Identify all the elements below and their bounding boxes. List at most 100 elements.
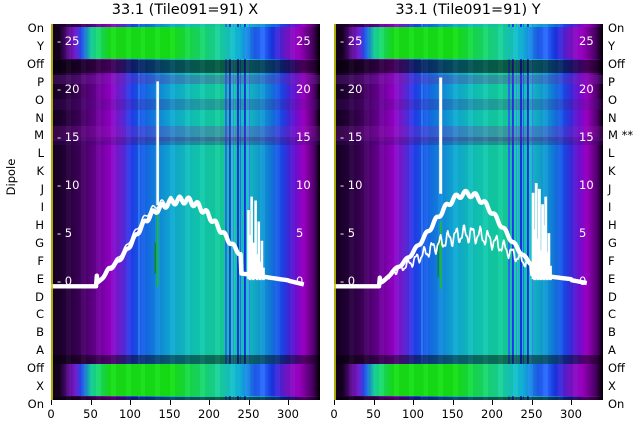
heatmap-streak-0 <box>421 24 423 400</box>
heatmap-column-noise-8 <box>388 24 394 400</box>
heatmap-column-noise-10 <box>398 24 404 400</box>
y-tick-15-left: - 15 <box>340 130 363 144</box>
heatmap-rowband-2 <box>51 59 320 73</box>
heatmap-rowband-6 <box>334 136 603 146</box>
x-axis-panel-x: 0 50 100 150 200 250 300 <box>47 400 320 440</box>
heatmap-column-noise-32 <box>508 24 513 400</box>
heatmap-column-noise-34 <box>518 24 523 400</box>
heatmap-rowband-4 <box>334 99 603 111</box>
heatmap-column-noise-13 <box>130 24 136 400</box>
heatmap-column-noise-10 <box>115 24 121 400</box>
heatmap-gradient <box>334 24 603 400</box>
heatmap-panel-x[interactable] <box>51 24 320 400</box>
heatmap-streak-7 <box>527 24 529 400</box>
heatmap-streak-6 <box>523 24 525 400</box>
heatmap-streak-0 <box>138 24 140 400</box>
side-label-left-7: L <box>37 146 44 161</box>
heatmap-column-noise-13 <box>413 24 419 400</box>
heatmap-column-noise-2 <box>358 24 364 400</box>
side-label-left-10: I <box>40 200 44 215</box>
y-tick-15-left: - 15 <box>57 130 80 144</box>
x-tick-mark-100 <box>413 400 414 405</box>
heatmap-column-noise-4 <box>368 24 374 400</box>
x-tick-label-100: 100 <box>402 407 424 421</box>
x-tick-label-150: 150 <box>441 407 464 421</box>
x-tick-label-200: 200 <box>198 407 220 421</box>
y-tick-20-left: - 20 <box>340 82 363 96</box>
panel-title-y: 33.1 (Tile091=91) Y <box>395 2 541 18</box>
y-tick-5-right: 5 <box>296 226 304 240</box>
side-label-left-0: On <box>27 21 44 35</box>
y-tick-10-left: - 10 <box>57 178 80 192</box>
y-tick-0-right: 0 <box>296 274 304 288</box>
heatmap-streak-4 <box>515 24 517 400</box>
heatmap-rowband-7 <box>334 354 603 367</box>
heatmap-column-noise-29 <box>210 24 216 400</box>
heatmap-column-noise-31 <box>503 24 509 400</box>
x-tick-mark-150 <box>169 400 171 405</box>
x-tick-mark-200 <box>492 400 493 405</box>
y-tick-20-right: 20 <box>579 82 594 96</box>
x-tick-mark-0 <box>334 400 335 405</box>
heatmap-column-noise-26 <box>195 24 201 400</box>
x-tick-mark-300 <box>288 400 289 405</box>
heatmap-rowband-4 <box>51 99 320 111</box>
x-tick-mark-50 <box>90 400 92 405</box>
heatmap-column-noise-11 <box>403 24 409 400</box>
x-tick-mark-200 <box>209 400 210 405</box>
heatmap-column-noise-23 <box>180 24 186 400</box>
side-label-right-15: D <box>608 289 617 304</box>
heatmap-column-noise-17 <box>433 24 439 400</box>
side-label-right-18: A <box>608 343 616 358</box>
trace-overlay-y <box>334 77 589 289</box>
side-label-right-19: Off <box>608 361 625 376</box>
side-label-left-19: Off <box>27 361 44 376</box>
side-label-left-13: F <box>37 253 44 268</box>
heatmap-column-noise-16 <box>428 24 434 400</box>
heatmap-column-noise-5 <box>90 24 96 400</box>
heatmap-column-noise-40 <box>264 24 270 400</box>
x-tick-label-250: 250 <box>237 407 260 421</box>
y-tick-25-left: - 25 <box>340 34 363 48</box>
side-label-left-21: On <box>27 397 44 411</box>
x-tick-mark-50 <box>373 400 375 405</box>
heatmap-column-noise-26 <box>478 24 484 400</box>
x-tick-label-0: 0 <box>330 407 338 421</box>
heatmap-column-noise-22 <box>175 24 181 400</box>
side-label-right-11: H <box>608 217 617 232</box>
heatmap-column-noise-34 <box>235 24 240 400</box>
heatmap-rowband-8 <box>334 364 603 397</box>
x-tick-mark-100 <box>130 400 131 405</box>
heatmap-column-noise-41 <box>269 24 275 400</box>
heatmap-column-noise-20 <box>448 24 454 400</box>
side-label-right-4: O <box>608 92 618 107</box>
x-tick-label-0: 0 <box>47 407 55 421</box>
heatmap-streak-3 <box>512 24 515 400</box>
heatmap-column-noise-41 <box>552 24 558 400</box>
y-tick-10-left: - 10 <box>340 178 363 192</box>
side-label-left-12: G <box>35 235 44 250</box>
side-label-right-1: Y <box>608 38 616 53</box>
heatmap-column-noise-5 <box>373 24 379 400</box>
side-label-right-14: E <box>608 271 616 286</box>
side-label-left-11: H <box>35 217 44 232</box>
heatmap-column-noise-44 <box>567 24 573 400</box>
heatmap-column-noise-38 <box>254 24 260 400</box>
heatmap-rowband-1 <box>51 27 320 59</box>
side-label-right-21: On <box>608 397 625 411</box>
side-label-left-14: E <box>36 271 44 286</box>
heatmap-rowband-8 <box>51 364 320 397</box>
heatmap-streak-3 <box>229 24 232 400</box>
panel-left-edge <box>334 24 336 400</box>
heatmap-streak-1 <box>423 24 425 400</box>
side-label-right-9: J <box>608 182 612 197</box>
side-label-right-12: G <box>608 235 617 250</box>
heatmap-column-noise-35 <box>523 24 528 400</box>
heatmap-panel-y[interactable] <box>334 24 603 400</box>
heatmap-column-noise-7 <box>100 24 106 400</box>
heatmap-column-noise-7 <box>383 24 389 400</box>
x-tick-mark-250 <box>248 400 250 405</box>
side-label-right-0: On <box>608 21 625 35</box>
panel-title-x: 33.1 (Tile091=91) X <box>111 2 259 18</box>
heatmap-streak-7 <box>244 24 246 400</box>
